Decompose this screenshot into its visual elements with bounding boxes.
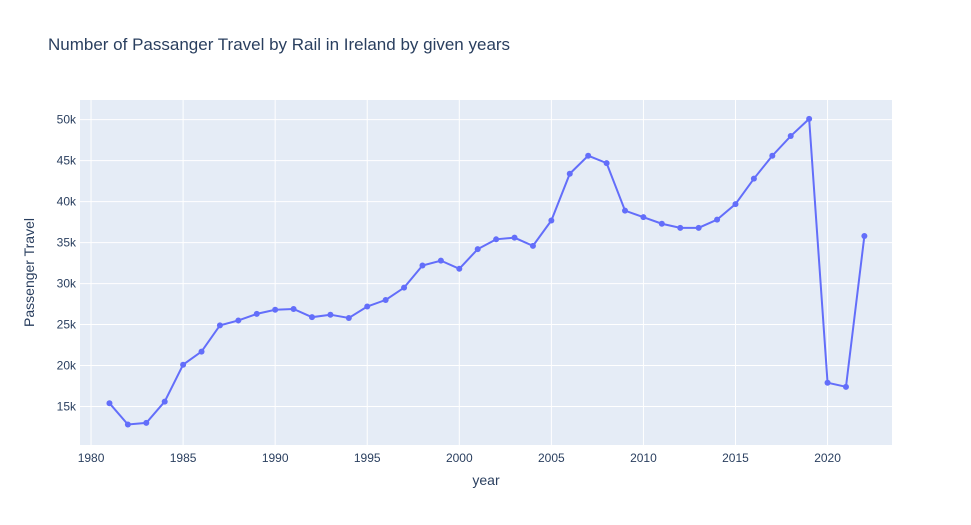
x-gridlines (90, 100, 829, 445)
y-tick-label: 20k (57, 359, 77, 373)
data-point (493, 236, 500, 243)
x-tick-label: 2015 (722, 451, 749, 465)
data-point (345, 314, 352, 321)
data-point (216, 322, 223, 329)
data-point (787, 133, 794, 140)
data-point (382, 296, 389, 303)
data-point (714, 216, 721, 223)
data-point (750, 175, 757, 182)
data-point (235, 317, 242, 324)
data-point (106, 400, 113, 407)
x-axis-ticks: 1980 1985 1990 1995 2000 2005 2010 2015 2020 (78, 451, 842, 465)
y-tick-label: 40k (57, 195, 77, 209)
data-point (529, 242, 536, 249)
data-point (806, 115, 813, 122)
data-point (198, 348, 205, 355)
x-tick-label: 1985 (170, 451, 197, 465)
data-point (658, 220, 665, 227)
chart-title: Number of Passanger Travel by Rail in Ir… (48, 35, 510, 54)
data-point (603, 160, 610, 167)
data-point (548, 217, 555, 224)
data-point (180, 361, 187, 368)
plot-area (80, 100, 892, 445)
y-tick-label: 35k (57, 236, 77, 250)
data-point (309, 314, 315, 321)
data-point (640, 214, 647, 221)
data-point (272, 306, 279, 313)
data-point (364, 303, 371, 310)
data-point (732, 201, 739, 208)
y-tick-label: 25k (57, 318, 77, 332)
x-tick-label: 1990 (262, 451, 289, 465)
data-point (327, 311, 334, 318)
y-tick-label: 50k (57, 113, 77, 127)
x-tick-label: 2020 (814, 451, 841, 465)
x-axis-title: year (472, 472, 500, 488)
y-tick-label: 45k (57, 154, 77, 168)
data-point (401, 284, 408, 291)
data-point (769, 152, 776, 159)
data-point (695, 224, 702, 231)
data-point (824, 379, 831, 386)
data-point (622, 207, 629, 214)
y-axis-title: Passenger Travel (21, 218, 37, 327)
data-point (585, 152, 592, 159)
y-tick-label: 15k (57, 399, 77, 413)
x-tick-label: 2000 (446, 451, 473, 465)
x-tick-label: 1995 (354, 451, 381, 465)
x-tick-label: 2005 (538, 451, 565, 465)
data-point (511, 234, 518, 241)
data-point (566, 170, 573, 177)
x-tick-label: 2010 (630, 451, 657, 465)
data-point (124, 421, 131, 428)
data-point (143, 419, 150, 426)
y-gridlines (80, 119, 892, 407)
data-point (253, 310, 260, 317)
y-axis-ticks: 15k 20k 25k 30k 35k 40k 45k 50k (57, 113, 77, 414)
data-point (456, 265, 463, 272)
data-point (161, 398, 168, 405)
series-points (106, 115, 868, 428)
x-tick-label: 1980 (78, 451, 105, 465)
data-point (437, 257, 444, 264)
data-point (677, 224, 684, 231)
data-point (861, 233, 868, 240)
data-point (842, 383, 849, 390)
data-point (419, 262, 426, 269)
y-tick-label: 30k (57, 277, 77, 291)
series-line (108, 116, 866, 426)
data-point (474, 246, 481, 253)
data-point (290, 305, 297, 312)
